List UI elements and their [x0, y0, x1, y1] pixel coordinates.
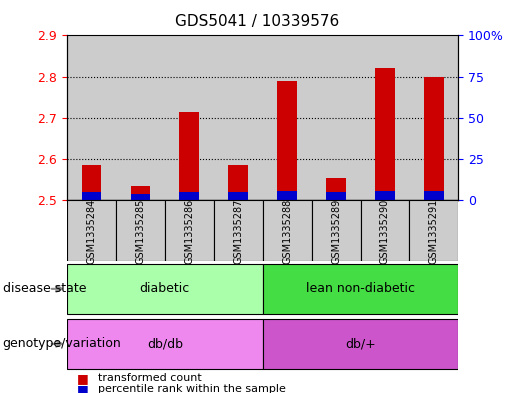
Bar	[131, 186, 150, 200]
Bar	[360, 35, 409, 200]
Bar	[116, 200, 165, 261]
Text: disease state: disease state	[3, 282, 86, 296]
Bar	[214, 35, 263, 200]
Bar	[67, 35, 116, 200]
Text: ■: ■	[77, 382, 89, 393]
Bar	[116, 35, 165, 200]
Bar	[165, 200, 214, 261]
Bar	[278, 191, 297, 200]
Bar	[180, 192, 199, 200]
Bar	[375, 68, 395, 200]
Bar	[82, 192, 101, 200]
Bar	[165, 35, 214, 200]
Bar	[375, 191, 395, 200]
Bar	[263, 35, 312, 200]
Bar	[409, 35, 458, 200]
Bar	[263, 200, 312, 261]
Text: GSM1335291: GSM1335291	[429, 198, 439, 264]
Bar	[229, 165, 248, 200]
Text: GDS5041 / 10339576: GDS5041 / 10339576	[176, 14, 339, 29]
Bar	[424, 77, 444, 200]
Text: ■: ■	[77, 371, 89, 385]
Bar	[180, 112, 199, 200]
Text: GSM1335285: GSM1335285	[135, 198, 145, 264]
Bar	[312, 200, 360, 261]
Bar	[424, 191, 444, 200]
Bar	[327, 178, 346, 200]
Text: GSM1335284: GSM1335284	[87, 198, 96, 264]
Bar	[263, 264, 458, 314]
Bar	[131, 194, 150, 200]
Bar	[229, 192, 248, 200]
Bar	[312, 35, 360, 200]
Bar	[278, 81, 297, 200]
Text: genotype/variation: genotype/variation	[3, 337, 122, 351]
Text: GSM1335290: GSM1335290	[380, 198, 390, 264]
Bar	[327, 192, 346, 200]
Text: GSM1335286: GSM1335286	[184, 198, 194, 264]
Text: lean non-diabetic: lean non-diabetic	[306, 282, 415, 296]
Bar	[82, 165, 101, 200]
Text: diabetic: diabetic	[140, 282, 190, 296]
Text: percentile rank within the sample: percentile rank within the sample	[98, 384, 286, 393]
Bar	[409, 200, 458, 261]
Bar	[214, 200, 263, 261]
Bar	[67, 200, 116, 261]
Text: GSM1335287: GSM1335287	[233, 198, 243, 264]
Bar	[360, 200, 409, 261]
Text: db/+: db/+	[345, 337, 376, 351]
Bar	[67, 264, 263, 314]
Bar	[263, 319, 458, 369]
Text: GSM1335288: GSM1335288	[282, 198, 292, 264]
Text: GSM1335289: GSM1335289	[331, 198, 341, 264]
Bar	[67, 319, 263, 369]
Text: transformed count: transformed count	[98, 373, 201, 383]
Text: db/db: db/db	[147, 337, 183, 351]
